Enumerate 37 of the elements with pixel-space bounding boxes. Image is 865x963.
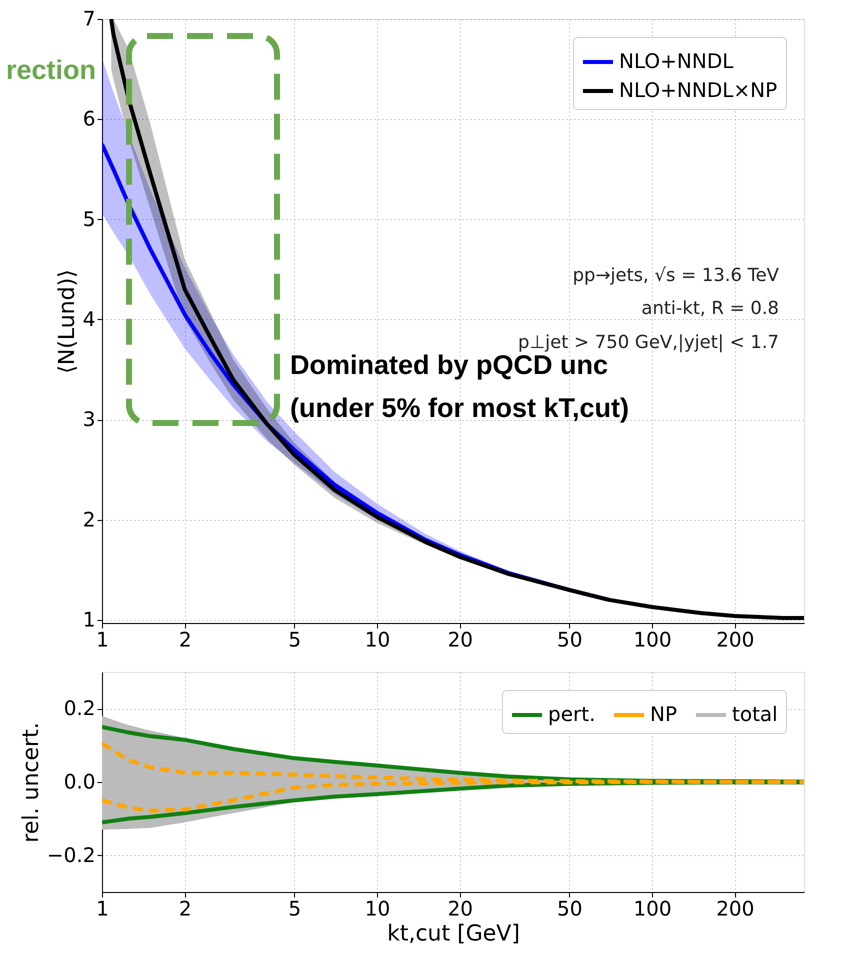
text: rection xyxy=(6,55,96,85)
x-tick-label: 50 xyxy=(557,896,582,920)
y-tick-label: 3 xyxy=(82,407,96,432)
y-tick-label: 0.0 xyxy=(64,770,96,794)
annotation: anti-kt, R = 0.8 xyxy=(641,298,779,319)
y-tick-label: 2 xyxy=(82,507,96,532)
annotation: (under 5% for most kT,cut) xyxy=(290,393,630,423)
x-tick-label: 20 xyxy=(448,896,474,920)
x-tick-label: 2 xyxy=(178,896,192,920)
x-tick-label: 10 xyxy=(364,896,390,920)
x-tick-label: 2 xyxy=(178,628,192,652)
x-tick-label: 100 xyxy=(633,896,672,920)
legend-label: NP xyxy=(650,702,678,726)
y-tick-label: 6 xyxy=(82,106,96,131)
y-tick-label: −0.2 xyxy=(46,842,96,867)
x-tick-label: 200 xyxy=(716,896,754,920)
annotation: pp→jets, √s = 13.6 TeV xyxy=(572,265,780,286)
x-tick-label: 5 xyxy=(288,628,302,652)
x-tick-label: 100 xyxy=(633,628,672,652)
y-tick-label: 1 xyxy=(82,607,96,632)
x-axis-title: kt,cut [GeV] xyxy=(387,922,520,946)
legend-label: pert. xyxy=(548,702,596,726)
legend-label: NLO+NNDL xyxy=(619,49,734,73)
legend-label: NLO+NNDL×NP xyxy=(619,78,778,102)
x-tick-label: 200 xyxy=(716,628,754,652)
annotation: p⊥jet > 750 GeV,|yjet| < 1.7 xyxy=(518,332,779,353)
y-tick-label: 7 xyxy=(82,6,96,30)
y-axis-title: ⟨N(Lund)⟩ xyxy=(54,269,80,374)
y-tick-label: 4 xyxy=(82,306,96,331)
y-axis-title: rel. uncert. xyxy=(18,722,44,843)
y-tick-label: 0.2 xyxy=(64,696,96,720)
x-tick-label: 5 xyxy=(288,896,302,920)
x-tick-label: 20 xyxy=(448,628,474,652)
y-tick-label: 5 xyxy=(82,206,96,231)
x-tick-label: 50 xyxy=(557,628,582,652)
legend-label: total xyxy=(732,702,778,726)
x-tick-label: 10 xyxy=(364,628,390,652)
